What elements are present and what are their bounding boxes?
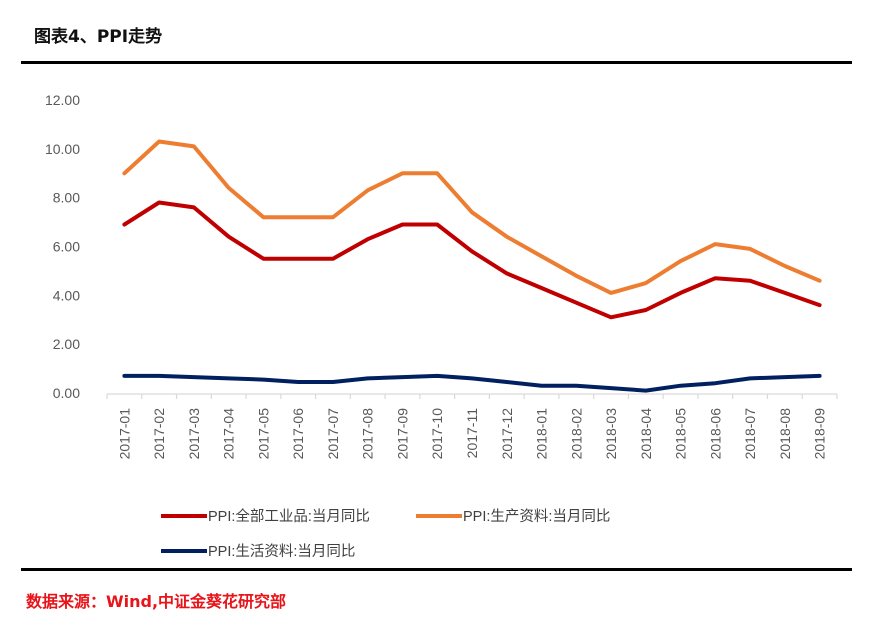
y-tick-label: 12.00	[45, 92, 80, 108]
x-tick-label: 2017-10	[429, 408, 445, 460]
x-tick-label: 2018-02	[568, 408, 584, 460]
plot-area	[122, 139, 822, 393]
legend-item-all-industrial: PPI:全部工业品:当月同比	[161, 505, 370, 526]
x-tick-label: 2017-03	[186, 408, 202, 460]
x-tick-label: 2018-06	[707, 408, 723, 460]
x-tick-label: 2018-04	[638, 408, 654, 460]
legend-swatch	[416, 513, 462, 518]
legend-label: PPI:生活资料:当月同比	[208, 544, 356, 560]
series-line-production-materials	[122, 139, 822, 295]
x-tick-label: 2017-01	[116, 408, 132, 460]
y-tick-label: 2.00	[53, 336, 80, 352]
legend-label: PPI:全部工业品:当月同比	[208, 509, 370, 525]
legend-label: PPI:生产资料:当月同比	[463, 509, 611, 525]
legend-swatch	[161, 548, 207, 553]
x-tick-label: 2017-07	[325, 408, 341, 460]
series-line-consumer-goods	[122, 373, 822, 393]
x-tick-label: 2017-04	[221, 408, 237, 460]
y-tick-label: 0.00	[53, 385, 80, 401]
data-source-note: 数据来源：Wind,中证金葵花研究部	[26, 592, 287, 611]
x-tick-label: 2018-01	[534, 408, 550, 460]
legend-item-production-materials: PPI:生产资料:当月同比	[416, 505, 610, 526]
x-tick-label: 2017-12	[499, 408, 515, 460]
x-tick-label: 2018-08	[777, 408, 793, 460]
top-divider	[21, 61, 852, 64]
y-tick-label: 10.00	[45, 141, 80, 157]
series-line-all-industrial	[122, 200, 822, 320]
y-tick-label: 8.00	[53, 190, 80, 206]
x-tick-label: 2017-11	[464, 408, 480, 459]
x-tick-label: 2017-05	[255, 408, 271, 460]
x-tick-label: 2017-02	[151, 408, 167, 460]
x-tick-label: 2017-09	[394, 408, 410, 460]
y-axis: 0.00 2.00 4.00 6.00 8.00 10.00 12.00	[45, 92, 80, 401]
x-tick-label: 2018-05	[673, 408, 689, 460]
x-tick-label: 2018-03	[603, 408, 619, 460]
x-tick-label: 2018-07	[742, 408, 758, 460]
x-tick-label: 2018-09	[812, 408, 828, 460]
x-tick-label: 2017-08	[360, 408, 376, 460]
bottom-divider	[21, 568, 852, 571]
x-axis: 2017-01 2017-02 2017-03 2017-04 2017-05 2017-…	[106, 393, 838, 460]
y-tick-label: 4.00	[53, 287, 80, 303]
chart-title: 图表4、PPI走势	[34, 27, 163, 47]
legend-item-consumer-goods: PPI:生活资料:当月同比	[161, 540, 355, 561]
x-tick-label: 2017-06	[290, 408, 306, 460]
legend-swatch	[161, 513, 207, 518]
y-tick-label: 6.00	[53, 239, 80, 255]
